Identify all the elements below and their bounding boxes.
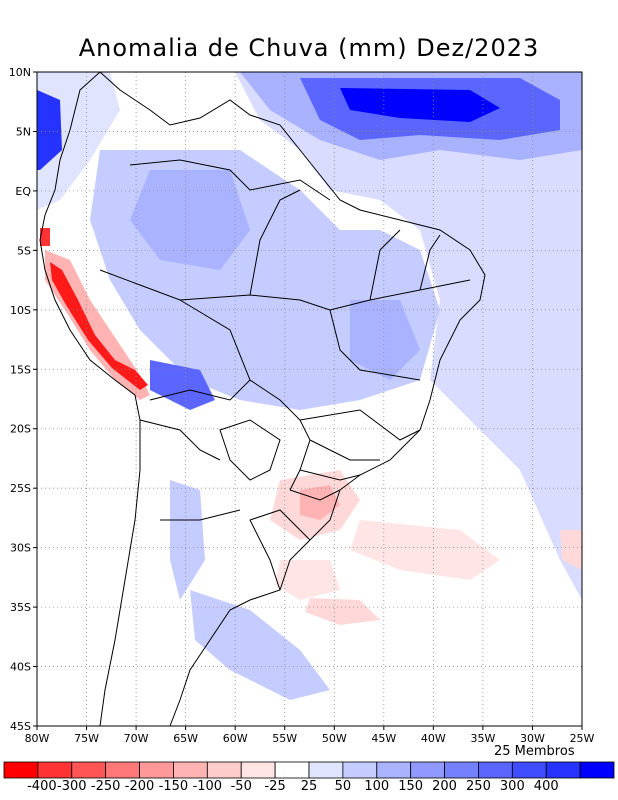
legend-swatch <box>37 761 73 779</box>
legend-swatch <box>444 761 479 779</box>
lon-tick-label: 65W <box>173 732 198 745</box>
lat-tick-label: 40S <box>10 661 31 674</box>
lon-tick-label: 50W <box>322 732 347 745</box>
land-borders <box>39 71 486 727</box>
lat-tick-label: 30S <box>10 542 31 555</box>
lat-tick-label: 45S <box>10 720 31 733</box>
legend-swatch <box>478 761 513 779</box>
legend-swatch <box>308 761 344 779</box>
legend-swatch <box>274 761 310 779</box>
lat-tick-label: 5N <box>16 125 31 138</box>
legend-label: 400 <box>533 779 559 794</box>
legend-label: 150 <box>398 779 424 794</box>
anomaly-field <box>37 72 582 726</box>
legend-swatch <box>105 761 140 779</box>
lon-tick-labels: 80W 75W 70W 65W 60W 55W 50W 45W 40W 35W 30W 25W <box>25 732 595 745</box>
lon-tick-label: 80W <box>25 732 50 745</box>
lon-tick-label: 60W <box>223 732 248 745</box>
legend-label: 200 <box>432 779 457 794</box>
legend-swatch <box>511 761 547 779</box>
legend-label: -100 <box>192 779 223 794</box>
legend-swatch <box>342 761 378 779</box>
legend-label: 250 <box>466 779 491 794</box>
legend-label: -50 <box>230 779 252 794</box>
legend-swatch <box>579 761 615 779</box>
map-frame <box>36 71 583 727</box>
legend-swatch <box>240 761 276 779</box>
lon-tick-label: 45W <box>371 732 396 745</box>
lon-tick-label: 75W <box>74 732 99 745</box>
lon-tick-label: 30W <box>520 732 545 745</box>
map-title: Anomalia de Chuva (mm) Dez/2023 <box>78 34 540 62</box>
legend-swatch <box>206 761 242 779</box>
lat-tick-label: 20S <box>10 423 31 436</box>
legend-label: -400 <box>27 779 57 794</box>
lat-tick-label: EQ <box>15 185 31 198</box>
lon-tick-label: 35W <box>470 732 495 745</box>
grid-lines <box>37 72 582 726</box>
legend-label: 100 <box>364 779 390 794</box>
tick-marks <box>33 71 583 730</box>
lon-tick-label: 40W <box>421 732 446 745</box>
legend-colorbar <box>3 761 615 779</box>
legend-label: -300 <box>57 779 87 794</box>
legend-label: 50 <box>334 779 352 794</box>
legend-label: 300 <box>499 779 525 794</box>
lat-tick-label: 10S <box>10 304 31 317</box>
lon-tick-label: 55W <box>272 732 297 745</box>
legend-swatch <box>376 761 412 779</box>
lat-tick-label: 5S <box>17 244 31 257</box>
legend-swatch <box>545 761 581 779</box>
lat-tick-label: 25S <box>10 482 31 495</box>
lat-tick-label: 15S <box>10 363 31 376</box>
lat-tick-label: 35S <box>10 601 31 614</box>
legend-swatch <box>71 761 107 779</box>
legend-label: -200 <box>124 779 155 794</box>
legend-swatch <box>173 761 208 779</box>
legend-swatch <box>410 761 445 779</box>
legend-label: -250 <box>90 779 121 794</box>
legend-swatch <box>139 761 174 779</box>
lon-tick-label: 70W <box>124 732 149 745</box>
legend-swatch <box>3 761 39 779</box>
legend-label: -25 <box>264 779 286 794</box>
lat-tick-labels: 10N 5N EQ 5S 10S 15S 20S 25S 30S 35S 40S 45S <box>9 66 32 733</box>
lat-tick-label: 10N <box>9 66 31 79</box>
lon-tick-label: 25W <box>570 732 595 745</box>
members-label: 25 Membros <box>494 744 575 759</box>
legend-label: 25 <box>300 779 318 794</box>
legend-label: -150 <box>158 779 189 794</box>
